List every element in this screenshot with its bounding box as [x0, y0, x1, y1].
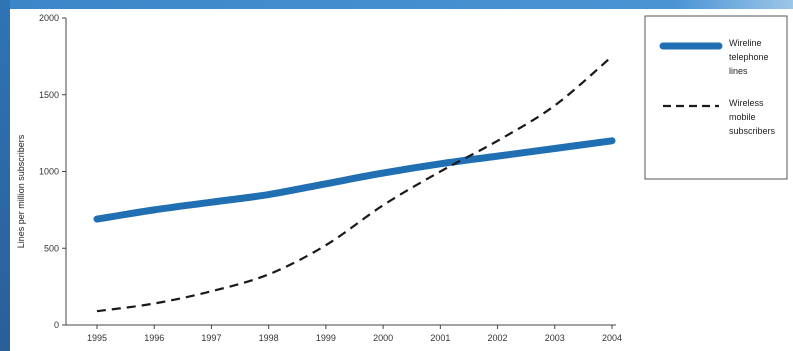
x-tick-label: 1997: [201, 333, 221, 343]
left-accent-band: [0, 0, 10, 351]
y-tick-label: 0: [54, 320, 59, 330]
y-tick-label: 1500: [39, 90, 59, 100]
x-tick-label: 1999: [316, 333, 336, 343]
x-tick-label: 2002: [488, 333, 508, 343]
x-tick-label: 1998: [259, 333, 279, 343]
y-tick-label: 1000: [39, 167, 59, 177]
x-tick-label: 2000: [373, 333, 393, 343]
legend-label: mobile: [729, 112, 756, 122]
x-tick-label: 2003: [545, 333, 565, 343]
chart-series: [93, 55, 616, 313]
y-axis-title: Lines per million subscribers: [16, 134, 26, 248]
legend-label: lines: [729, 66, 748, 76]
x-tick-label: 2004: [602, 333, 622, 343]
legend-label: Wireline: [729, 38, 762, 48]
x-tick-label: 1995: [87, 333, 107, 343]
x-tick-label: 2001: [430, 333, 450, 343]
y-tick-label: 500: [44, 243, 59, 253]
series-line-wireline: [93, 137, 616, 223]
x-tick-label: 1996: [144, 333, 164, 343]
legend-label: subscribers: [729, 126, 776, 136]
legend-label: telephone: [729, 52, 769, 62]
chart-legend: Wireline telephone lines Wireless mobile subs…: [644, 15, 788, 180]
chart-axes: 0 500 1000 1500 2000 1995 1996 1997 1998 1999 2000…: [16, 13, 622, 343]
y-tick-label: 2000: [39, 13, 59, 23]
series-line-wireless: [96, 55, 613, 313]
legend-box: [644, 15, 788, 180]
top-accent-band: [0, 0, 793, 9]
legend-label: Wireless: [729, 98, 764, 108]
